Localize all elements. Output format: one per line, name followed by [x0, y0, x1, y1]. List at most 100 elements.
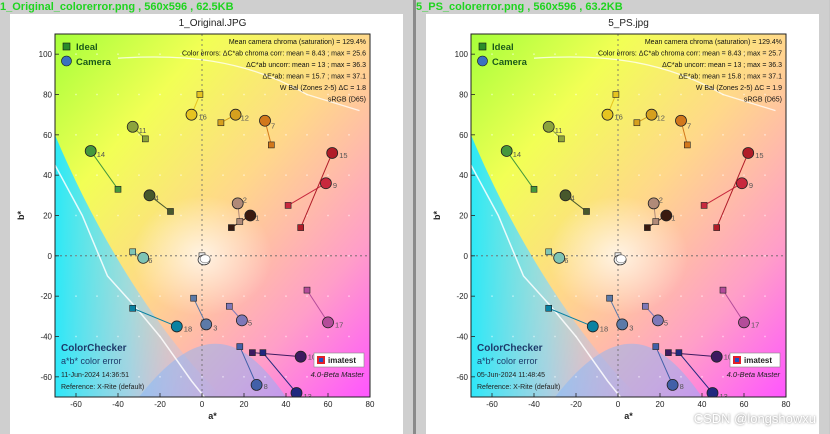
ideal-marker-9 [284, 202, 292, 209]
version-label: 4.0-Beta Master [311, 370, 365, 379]
error-line-18 [132, 307, 177, 327]
ideal-marker-12 [217, 119, 225, 127]
camera-marker-13 [706, 387, 719, 397]
camera-marker-12 [229, 108, 242, 121]
camera-marker-17 [738, 316, 750, 329]
ideal-marker-15 [297, 224, 305, 231]
patch-label-13: 13 [304, 392, 312, 401]
y-tick-label: 0 [464, 252, 469, 261]
error-line-14 [506, 150, 535, 190]
y-tick-label: 20 [43, 212, 52, 221]
footer-reference: Reference: X-Rite (default) [61, 384, 144, 391]
footer-subtitle: a*b* color error [477, 356, 538, 366]
footer-date: 11-Jun-2024 14:36:51 [61, 372, 129, 379]
cyan-region [55, 134, 223, 397]
file-header: 5_PS_colorerror.png , 560x596 , 63.2KB [416, 1, 623, 13]
y-tick-label: 60 [43, 131, 52, 140]
info-line-4: W Bal (Zones 2-5) ΔC = 1.8 [280, 85, 366, 92]
legend-ideal-marker [62, 42, 71, 51]
patch-label-18: 18 [184, 324, 192, 333]
x-tick-label: 40 [698, 400, 707, 409]
y-tick-label: 40 [459, 171, 468, 180]
patch-label-3: 3 [213, 323, 217, 332]
patch-label-8: 8 [264, 382, 268, 391]
info-line-3: ΔE*ab: mean = 15.8 ; max = 37.1 [678, 74, 782, 81]
y-tick-label: -60 [456, 373, 468, 382]
legend-ideal-marker [478, 42, 487, 51]
footer-subtitle: a*b* color error [61, 356, 122, 366]
x-tick-label: 20 [240, 400, 249, 409]
ideal-marker-11 [558, 135, 565, 143]
ideal-marker-7 [683, 141, 691, 149]
ideal-marker-17 [719, 286, 727, 294]
x-tick-label: 80 [782, 400, 791, 409]
patch-label-11: 11 [139, 126, 147, 135]
info-line-1: Color errors: ΔC*ab chroma corr: mean = … [598, 51, 782, 58]
camera-marker-7 [675, 114, 687, 127]
camera-marker-3 [616, 318, 629, 331]
ideal-marker-2 [652, 218, 660, 225]
left-panel: 1_Original_colorerror.png , 560x596 , 62… [0, 0, 413, 434]
patch-label-14: 14 [513, 150, 521, 159]
patch-label-12: 12 [657, 114, 665, 123]
camera-marker-2 [231, 197, 244, 210]
patch-label-10: 10 [724, 353, 732, 362]
ideal-marker-4 [167, 208, 174, 215]
camera-marker-8 [666, 378, 679, 391]
camera-marker-8 [250, 378, 263, 391]
camera-marker-6 [553, 251, 566, 264]
ideal-marker-17 [303, 286, 311, 294]
x-tick-label: -40 [112, 400, 124, 409]
legend-camera-label: Camera [492, 57, 528, 68]
legend-camera-marker [61, 55, 72, 67]
info-line-4: W Bal (Zones 2-5) ΔC = 1.9 [696, 85, 782, 92]
camera-marker-9 [735, 177, 748, 190]
patch-label-17: 17 [335, 320, 343, 329]
imatest-logo-text: imatest [744, 356, 772, 365]
x-tick-label: 0 [200, 400, 205, 409]
error-line-15 [716, 152, 749, 228]
ideal-marker-16 [612, 91, 620, 98]
camera-marker-14 [84, 145, 97, 157]
camera-marker-1 [660, 209, 673, 222]
info-line-5: sRGB (D65) [328, 97, 366, 104]
camera-marker-2 [647, 197, 660, 210]
patch-label-18: 18 [600, 324, 608, 333]
camera-marker-7 [259, 114, 271, 127]
error-line-13 [678, 352, 713, 394]
error-line-13 [262, 352, 297, 394]
patch-label-3: 3 [629, 323, 633, 332]
y-tick-label: 0 [48, 252, 53, 261]
footer-reference: Reference: X-Rite (default) [477, 384, 560, 391]
ideal-marker-6 [545, 248, 552, 256]
error-line-17 [306, 289, 329, 323]
ideal-marker-3 [190, 294, 197, 302]
y-tick-label: 80 [459, 91, 468, 100]
y-tick-label: -20 [456, 292, 468, 301]
ideal-marker-8 [652, 343, 660, 350]
ideal-marker-5 [226, 302, 233, 310]
chart-title: 5_PS.jpg [608, 18, 649, 29]
error-line-17 [722, 289, 745, 323]
ideal-marker-10 [665, 349, 672, 356]
ideal-marker-1 [644, 224, 651, 231]
camera-marker-1 [244, 209, 257, 222]
x-tick-label: -40 [528, 400, 540, 409]
patch-label-9: 9 [333, 181, 337, 190]
ideal-marker-13 [675, 349, 683, 356]
patch-label-10: 10 [308, 353, 316, 362]
camera-marker-10 [710, 350, 723, 363]
info-line-5: sRGB (D65) [744, 97, 782, 104]
info-line-2: ΔC*ab uncorr: mean = 13 ; max = 36.3 [246, 62, 366, 69]
y-tick-label: 80 [43, 91, 52, 100]
info-line-2: ΔC*ab uncorr: mean = 13 ; max = 36.3 [662, 62, 782, 69]
ideal-marker-12 [633, 119, 641, 127]
x-tick-label: 60 [740, 400, 749, 409]
patch-label-16: 16 [615, 113, 623, 122]
camera-marker-15 [742, 147, 755, 159]
patch-label-13: 13 [720, 392, 728, 401]
ideal-marker-14 [114, 185, 122, 193]
error-line-8 [655, 346, 674, 386]
ideal-marker-5 [642, 302, 649, 310]
x-tick-label: 20 [656, 400, 665, 409]
